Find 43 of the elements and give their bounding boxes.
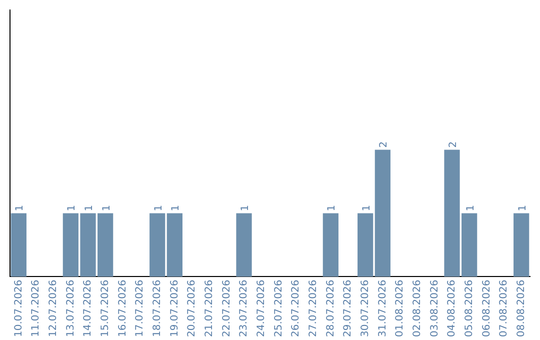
x-tick-label: 11.07.2026 xyxy=(30,280,42,338)
data-label: 1 xyxy=(153,204,164,212)
x-tick-label: 05.08.2026 xyxy=(464,280,475,338)
x-tick-label: 13.07.2026 xyxy=(65,280,76,338)
data-label: 1 xyxy=(14,204,26,212)
data-label: 2 xyxy=(448,141,459,148)
data-label: 1 xyxy=(66,204,78,212)
x-tick-label: 15.07.2026 xyxy=(100,280,111,338)
x-tick-label: 02.08.2026 xyxy=(412,280,423,338)
x-tick-label: 22.07.2026 xyxy=(221,280,232,338)
x-tick-label: 14.07.2026 xyxy=(82,280,94,338)
x-tick-label: 06.08.2026 xyxy=(481,280,492,338)
x-tick-label: 21.07.2026 xyxy=(204,280,215,338)
x-tick-label: 19.07.2026 xyxy=(169,280,180,338)
x-tick-label: 30.07.2026 xyxy=(360,280,371,338)
data-label: 2 xyxy=(378,141,390,148)
x-tick-label: 31.07.2026 xyxy=(377,280,388,338)
data-label: 1 xyxy=(170,204,182,212)
x-tick-label: 03.08.2026 xyxy=(429,280,440,338)
x-tick-label: 26.07.2026 xyxy=(290,280,302,338)
x-tick-label: 23.07.2026 xyxy=(238,280,250,338)
x-tick-label: 18.07.2026 xyxy=(152,280,163,338)
x-tick-label: 10.07.2026 xyxy=(13,280,24,338)
data-label: 1 xyxy=(101,204,112,212)
x-tick-label: 25.07.2026 xyxy=(273,280,284,338)
data-label: 1 xyxy=(240,204,251,212)
x-tick-label: 08.08.2026 xyxy=(516,280,527,338)
x-tick-label: 28.07.2026 xyxy=(325,280,336,338)
x-tick-label: 01.08.2026 xyxy=(394,280,406,338)
x-tick-label: 29.07.2026 xyxy=(342,280,354,338)
x-tick-label: 24.07.2026 xyxy=(256,280,267,338)
data-label: 1 xyxy=(84,204,95,212)
x-tick-label: 17.07.2026 xyxy=(134,280,146,338)
x-tick-label: 27.07.2026 xyxy=(308,280,319,338)
x-tick-label: 07.08.2026 xyxy=(498,280,510,338)
x-tick-label: 20.07.2026 xyxy=(186,280,198,338)
data-label: 1 xyxy=(465,204,476,212)
x-tick-label: 16.07.2026 xyxy=(117,280,128,338)
x-tick-label: 12.07.2026 xyxy=(48,280,59,338)
x-tick-label: 04.08.2026 xyxy=(446,280,458,338)
data-label: 1 xyxy=(326,204,338,212)
data-label: 1 xyxy=(361,204,372,212)
data-label: 1 xyxy=(517,204,528,212)
